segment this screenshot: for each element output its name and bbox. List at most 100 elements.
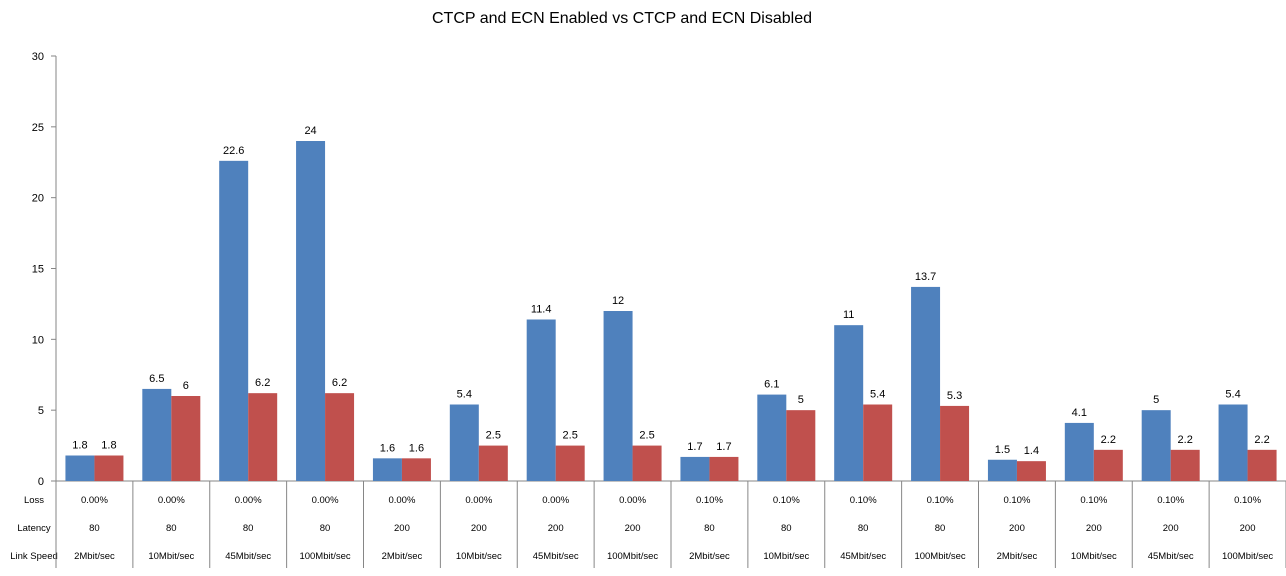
row-label-latency: Latency [17,523,51,534]
data-label: 2.5 [639,430,654,442]
category-loss: 0.00% [158,495,185,506]
data-label: 5.3 [947,390,962,402]
y-tick-label: 30 [32,51,44,63]
category-speed: 100Mbit/sec [914,551,965,562]
bar-disabled [786,410,816,481]
data-label: 1.6 [409,442,424,454]
category-latency: 80 [320,523,331,534]
category-latency: 200 [1163,523,1179,534]
category-loss: 0.10% [850,495,877,506]
bar-enabled [526,319,556,481]
bar-enabled [65,455,95,481]
bar-disabled [940,405,970,481]
bar-disabled [1170,449,1200,481]
data-label: 6.2 [255,377,270,389]
bar-disabled [1247,449,1277,481]
category-latency: 80 [89,523,100,534]
data-label: 5 [798,394,804,406]
row-label-speed: Link Speed [10,551,58,562]
y-tick-label: 15 [32,264,44,276]
data-label: 11 [843,309,854,321]
bar-disabled [709,456,739,481]
bar-enabled [834,325,864,481]
category-speed: 10Mbit/sec [456,551,502,562]
bar-enabled [219,160,249,482]
category-loss: 0.00% [465,495,492,506]
data-label: 24 [304,125,316,137]
bar-disabled [1093,449,1123,481]
data-label: 5.4 [1225,389,1240,401]
data-label: 5.4 [870,389,885,401]
category-loss: 0.10% [1080,495,1107,506]
data-label: 11.4 [531,304,552,316]
y-tick-label: 0 [38,476,44,488]
category-speed: 45Mbit/sec [1148,551,1194,562]
category-speed: 2Mbit/sec [74,551,115,562]
category-loss: 0.00% [542,495,569,506]
bar-enabled [680,456,710,481]
category-table: Loss Latency Link Speed 0.00% 80 2Mbit/sec 0.0… [10,481,1286,568]
bar-enabled [987,459,1017,481]
category-latency: 80 [166,523,177,534]
category-loss: 0.00% [312,495,339,506]
category-loss: 0.00% [619,495,646,506]
bar-disabled [401,458,431,481]
category-loss: 0.10% [1157,495,1184,506]
category-latency: 80 [858,523,869,534]
category-latency: 80 [243,523,254,534]
bar-disabled [325,393,355,481]
category-speed: 100Mbit/sec [299,551,350,562]
bar-disabled [632,445,662,481]
bar-disabled [171,396,201,481]
data-label: 22.6 [223,145,244,157]
y-tick-label: 25 [32,122,44,134]
data-label: 2.5 [563,430,578,442]
category-loss: 0.10% [696,495,723,506]
bar-disabled [863,404,893,481]
data-label: 13.7 [915,271,936,283]
category-speed: 45Mbit/sec [225,551,271,562]
data-label: 1.8 [101,440,116,452]
data-label: 5 [1153,394,1159,406]
bars [65,141,1277,482]
row-label-loss: Loss [24,495,44,506]
category-latency: 200 [1240,523,1256,534]
y-tick-label: 10 [32,334,44,346]
category-speed: 45Mbit/sec [840,551,886,562]
category-loss: 0.00% [235,495,262,506]
bar-disabled [1016,461,1046,481]
category-loss: 0.10% [1234,495,1261,506]
bar-enabled [603,311,633,481]
bar-enabled [142,388,172,481]
category-loss: 0.10% [1003,495,1030,506]
data-label: 6.2 [332,377,347,389]
bar-enabled [1141,410,1171,481]
bar-enabled [1218,404,1248,481]
category-speed: 10Mbit/sec [1071,551,1117,562]
category-loss: 0.10% [773,495,800,506]
category-loss: 0.00% [81,495,108,506]
data-label: 1.6 [380,442,395,454]
category-speed: 10Mbit/sec [763,551,809,562]
category-latency: 80 [704,523,715,534]
data-label: 6.1 [764,379,779,391]
category-speed: 10Mbit/sec [148,551,194,562]
data-label: 5.4 [457,389,472,401]
bar-enabled [1064,422,1094,481]
chart-title: CTCP and ECN Enabled vs CTCP and ECN Dis… [432,10,812,27]
category-loss: 0.10% [927,495,954,506]
category-speed: 2Mbit/sec [997,551,1038,562]
data-label: 4.1 [1072,407,1087,419]
bar-enabled [296,141,326,481]
data-label: 2.2 [1254,434,1269,446]
data-label: 1.7 [687,441,702,453]
data-label: 2.2 [1178,434,1193,446]
category-latency: 200 [1086,523,1102,534]
category-latency: 200 [471,523,487,534]
bar-disabled [248,393,278,481]
category-speed: 100Mbit/sec [607,551,658,562]
bar-enabled [911,286,941,481]
category-latency: 80 [781,523,792,534]
bar-disabled [94,455,124,481]
